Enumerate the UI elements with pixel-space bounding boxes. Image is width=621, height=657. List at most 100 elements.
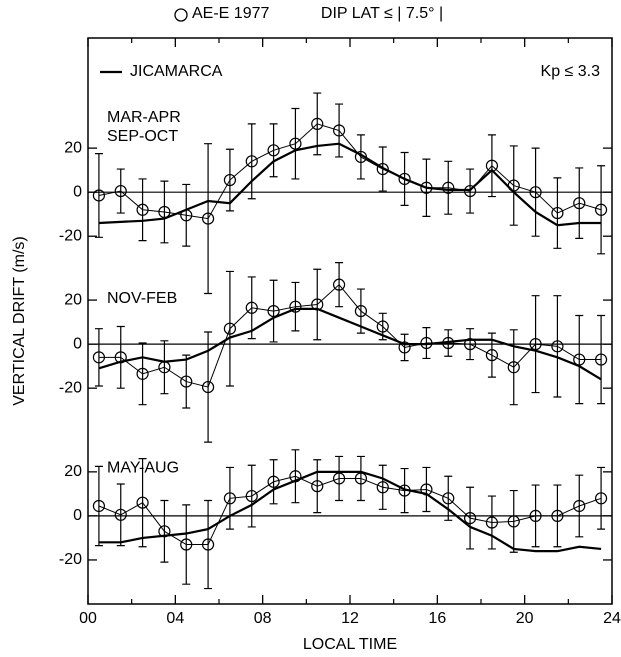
data-point	[114, 351, 127, 364]
data-point	[594, 492, 608, 505]
error-bar	[291, 449, 300, 504]
error-bar	[335, 455, 344, 502]
data-point	[92, 351, 106, 364]
x-axis-label: LOCAL TIME	[303, 636, 397, 653]
panel-label: NOV-FEB	[107, 290, 177, 307]
y-tick-label: 20	[64, 291, 82, 308]
data-point	[158, 361, 171, 374]
x-tick-label: 00	[79, 610, 97, 627]
y-tick-label: 0	[73, 507, 82, 524]
data-point	[158, 205, 171, 219]
error-bar	[313, 92, 322, 156]
data-point	[289, 300, 302, 313]
error-bar	[531, 295, 540, 394]
x-tick-label: 12	[341, 610, 359, 627]
data-point	[551, 509, 564, 523]
error-bar	[553, 177, 562, 249]
data-point	[332, 472, 346, 485]
x-tick-label: 04	[166, 610, 184, 627]
error-bar	[400, 151, 409, 206]
error-bar	[160, 340, 169, 395]
legend-label: JICAMARCA	[130, 63, 223, 80]
error-bar	[313, 459, 322, 514]
data-point	[267, 475, 280, 488]
data-point	[354, 150, 368, 164]
error-bar	[204, 499, 213, 590]
y-tick-label: 0	[73, 335, 82, 352]
data-point	[594, 203, 608, 216]
error-bar	[160, 180, 169, 244]
error-bar	[291, 281, 300, 332]
y-axis-label: VERTICAL DRIFT (m/s)	[11, 236, 28, 406]
error-bar	[378, 146, 387, 192]
error-bar	[575, 167, 584, 240]
y-tick-label: -20	[59, 379, 82, 396]
error-bar	[422, 327, 431, 360]
data-point	[245, 155, 258, 168]
data-point	[529, 509, 542, 523]
data-point	[376, 481, 389, 494]
error-bar	[356, 134, 365, 180]
error-bar	[291, 107, 300, 180]
error-bar	[313, 268, 322, 341]
data-point	[573, 499, 586, 513]
data-point	[289, 470, 302, 483]
data-point	[463, 184, 477, 198]
y-tick-label: 20	[64, 139, 82, 156]
data-point	[180, 209, 193, 222]
data-point	[485, 349, 499, 362]
y-tick-label: -20	[59, 551, 82, 568]
data-point	[158, 525, 171, 538]
data-point	[114, 184, 127, 198]
error-bar	[444, 329, 453, 357]
data-point	[442, 336, 455, 350]
data-point	[442, 492, 455, 505]
data-point	[376, 162, 389, 176]
chart-title: DIP LAT ≤ | 7.5° |	[321, 5, 443, 22]
data-point	[201, 380, 215, 394]
data-point	[420, 483, 433, 496]
data-point	[398, 341, 411, 354]
error-bar	[247, 123, 256, 200]
error-bar	[160, 499, 169, 563]
error-bar	[487, 332, 496, 378]
y-tick-label: -20	[59, 227, 82, 244]
data-point	[245, 489, 258, 503]
error-bar	[138, 458, 147, 548]
error-bar	[553, 484, 562, 548]
x-tick-label: 16	[428, 610, 446, 627]
data-point	[332, 124, 346, 137]
data-point	[398, 172, 411, 186]
data-point	[376, 320, 389, 333]
error-bar	[225, 466, 234, 530]
error-bar	[575, 314, 584, 405]
data-point	[507, 179, 520, 192]
data-point	[114, 508, 127, 521]
ae-e-line	[98, 475, 602, 546]
data-point	[311, 117, 324, 130]
error-bar	[466, 486, 475, 550]
y-tick-label: 0	[73, 183, 82, 200]
error-bar	[378, 464, 387, 510]
data-point	[507, 361, 520, 374]
data-point	[267, 144, 280, 157]
error-bar	[444, 475, 453, 521]
jicamarca-line	[98, 307, 602, 381]
error-bar	[247, 464, 256, 528]
error-bar	[444, 160, 453, 215]
x-tick-label: 08	[254, 610, 272, 627]
legend-marker	[174, 8, 188, 22]
error-bar	[509, 145, 518, 226]
error-bar	[531, 147, 540, 237]
data-point	[201, 212, 215, 225]
error-bar	[116, 325, 125, 389]
data-point	[463, 512, 477, 525]
error-bar	[597, 314, 606, 405]
data-point	[223, 322, 237, 335]
error-bar	[422, 466, 431, 513]
error-bar	[116, 168, 125, 214]
error-bar	[466, 168, 475, 214]
error-bar	[225, 270, 234, 387]
data-point	[92, 189, 106, 202]
